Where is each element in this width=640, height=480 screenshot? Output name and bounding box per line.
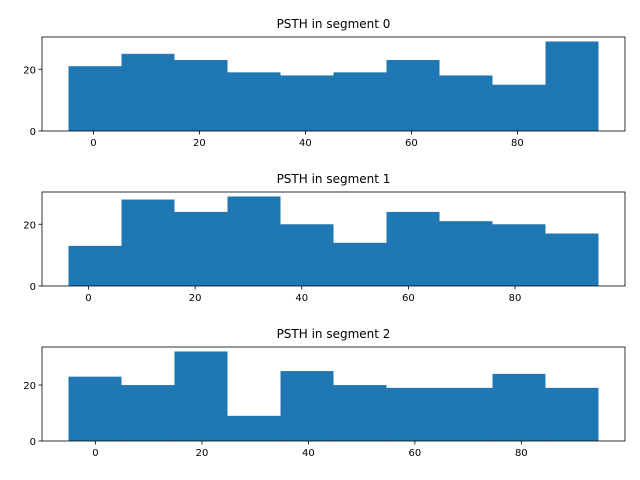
- bar: [492, 84, 546, 131]
- bar: [227, 415, 281, 441]
- axes-frame: [41, 191, 626, 287]
- bar: [121, 385, 175, 441]
- y-tick-label: 0: [30, 127, 36, 138]
- bar: [121, 199, 175, 286]
- x-tick-label: 20: [193, 138, 206, 149]
- y-tick-label: 0: [30, 437, 36, 448]
- x-tick-label: 20: [196, 448, 209, 459]
- x-tick-label: 20: [189, 293, 202, 304]
- y-tick-label: 0: [30, 282, 36, 293]
- x-tick-label: 60: [402, 293, 415, 304]
- bar: [121, 53, 175, 131]
- bar: [227, 196, 281, 286]
- bar: [280, 371, 334, 441]
- chart-title: PSTH in segment 0: [277, 17, 391, 31]
- x-tick-label: 40: [302, 448, 315, 459]
- bar: [280, 75, 334, 131]
- y-tick-label: 20: [23, 220, 36, 231]
- bar: [439, 75, 493, 131]
- bar: [174, 211, 228, 286]
- bar: [280, 224, 334, 286]
- bar: [68, 66, 122, 131]
- chart-title: PSTH in segment 1: [277, 172, 391, 186]
- bar: [492, 373, 546, 441]
- bar: [174, 351, 228, 441]
- chart-title: PSTH in segment 2: [277, 327, 391, 341]
- x-tick-label: 0: [92, 448, 98, 459]
- x-tick-label: 0: [90, 138, 96, 149]
- bar: [333, 72, 387, 131]
- bar: [386, 387, 440, 441]
- bar: [174, 59, 228, 131]
- axes-frame: [41, 346, 626, 442]
- y-tick-label: 20: [23, 65, 36, 76]
- bar: [68, 245, 122, 286]
- x-tick-label: 0: [85, 293, 91, 304]
- bar: [545, 387, 599, 441]
- bar: [545, 233, 599, 286]
- x-tick-label: 80: [515, 448, 528, 459]
- bar: [333, 242, 387, 286]
- x-tick-label: 60: [405, 138, 418, 149]
- y-tick-label: 20: [23, 381, 36, 392]
- bar: [386, 211, 440, 286]
- axes-frame: [41, 36, 626, 132]
- x-tick-label: 80: [511, 138, 524, 149]
- x-tick-label: 40: [295, 293, 308, 304]
- x-tick-label: 40: [299, 138, 312, 149]
- bar: [439, 387, 493, 441]
- bar: [439, 221, 493, 286]
- bar: [227, 72, 281, 131]
- bar: [333, 385, 387, 441]
- x-tick-label: 80: [509, 293, 522, 304]
- bar: [386, 59, 440, 131]
- x-tick-label: 60: [408, 448, 421, 459]
- bar: [68, 376, 122, 441]
- bar: [545, 41, 599, 131]
- bar: [492, 224, 546, 286]
